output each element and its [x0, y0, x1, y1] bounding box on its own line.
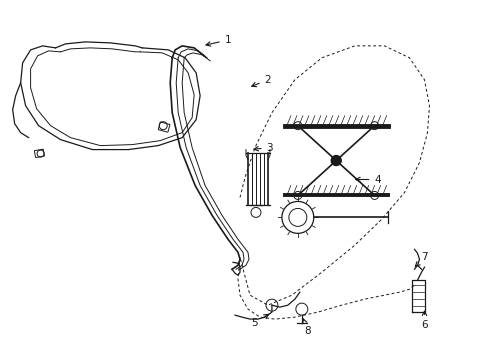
Text: 2: 2 — [251, 75, 271, 87]
Bar — [34, 149, 44, 158]
Text: 6: 6 — [420, 311, 427, 330]
Text: 5: 5 — [251, 314, 268, 328]
Bar — [158, 122, 170, 132]
Text: 8: 8 — [302, 319, 310, 336]
Text: 3: 3 — [253, 143, 273, 153]
Text: 1: 1 — [205, 35, 231, 46]
Text: 4: 4 — [355, 175, 380, 185]
Text: 7: 7 — [414, 252, 427, 266]
Circle shape — [330, 156, 341, 166]
